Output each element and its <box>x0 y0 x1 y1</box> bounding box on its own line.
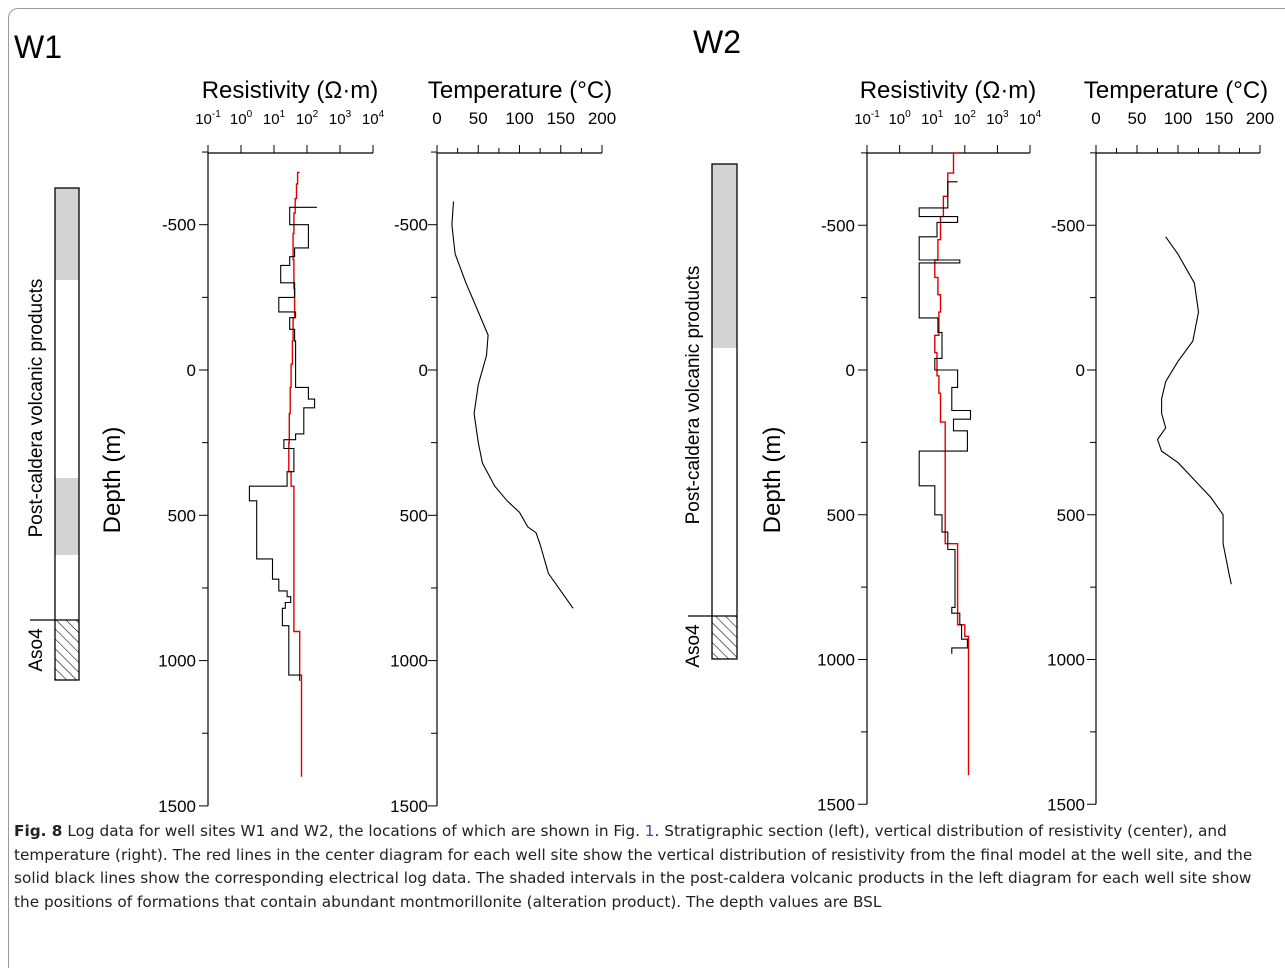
x-tick-label: 100 <box>230 109 253 128</box>
plot-title: Temperature (°C) <box>1084 77 1268 104</box>
x-tick-label: 103 <box>329 109 352 128</box>
shaded-interval <box>55 188 79 280</box>
y-tick-label: 500 <box>827 506 855 525</box>
y-tick-label: -500 <box>821 216 855 235</box>
well-panel-w2: W2 Post-caldera volcanic products Aso4 Dept… <box>683 24 1274 814</box>
y-tick-label: 1500 <box>390 797 428 816</box>
x-tick-label: 101 <box>921 109 944 128</box>
temperature-plot: Temperature (°C) 0 50 100 150 200 -500 0 500 1000… <box>1047 77 1274 814</box>
x-tick-label: 104 <box>362 109 385 128</box>
aso4-hatch <box>55 620 79 680</box>
x-tick-label: 100 <box>505 109 533 128</box>
x-tick-label: 100 <box>1164 109 1192 128</box>
aso4-hatch <box>712 616 737 659</box>
y-tick-label: -500 <box>1051 216 1085 235</box>
figure-canvas: W1 Post-caldera volcanic products Aso4 Dept… <box>14 24 1274 816</box>
y-tick-label: 1500 <box>817 795 855 814</box>
y-tick-label: 1000 <box>817 651 855 670</box>
unit-label-aso4: Aso4 <box>26 628 47 672</box>
well-label: W2 <box>693 24 741 60</box>
x-tick-label: 200 <box>588 109 616 128</box>
plot-title: Resistivity (Ω·m) <box>202 77 379 104</box>
resistivity-plot: Resistivity (Ω·m) 10-1 100 101 102 103 104 -500… <box>158 77 384 816</box>
x-tick-label: 101 <box>263 109 286 128</box>
x-tick-label: 50 <box>469 109 488 128</box>
y-tick-label: 1000 <box>158 652 196 671</box>
unit-label-aso4: Aso4 <box>683 624 704 668</box>
y-tick-label: 500 <box>168 506 196 525</box>
plot-title: Resistivity (Ω·m) <box>860 77 1037 104</box>
y-tick-label: 1000 <box>390 652 428 671</box>
y-tick-label: 0 <box>846 361 855 380</box>
y-tick-label: 0 <box>419 361 428 380</box>
shaded-interval <box>712 164 737 348</box>
y-tick-label: -500 <box>162 216 196 235</box>
y-tick-label: 0 <box>187 361 196 380</box>
stratigraphic-column: Post-caldera volcanic products Aso4 <box>26 187 80 681</box>
x-tick-label: 104 <box>1019 109 1042 128</box>
unit-label-post-caldera: Post-caldera volcanic products <box>26 279 47 538</box>
log-resistivity-line <box>248 206 317 681</box>
caption-body: Log data for well sites W1 and W2, the l… <box>14 822 1252 911</box>
figure-frame <box>8 8 1285 968</box>
figure-caption: Fig. 8 Log data for well sites W1 and W2… <box>14 820 1259 914</box>
x-tick-label: 0 <box>432 109 441 128</box>
column-outline <box>711 163 738 660</box>
unit-label-post-caldera: Post-caldera volcanic products <box>683 266 704 525</box>
log-resistivity-line <box>918 181 972 654</box>
x-tick-label: 103 <box>986 109 1009 128</box>
x-tick-label: 200 <box>1246 109 1274 128</box>
y-tick-label: -500 <box>394 216 428 235</box>
y-tick-label: 1500 <box>158 797 196 816</box>
x-tick-label: 100 <box>888 109 911 128</box>
caption-text: . Stratigraphic section (left), vertical… <box>14 822 1253 911</box>
x-tick-label: 102 <box>954 109 977 128</box>
y-tick-label: 0 <box>1076 361 1085 380</box>
model-resistivity-line <box>934 152 970 776</box>
temperature-line <box>451 201 574 609</box>
caption-figure-ref[interactable]: 1 <box>644 822 655 840</box>
temperature-line <box>1156 236 1232 585</box>
shaded-interval <box>55 478 79 555</box>
x-tick-label: 10-1 <box>195 109 221 128</box>
y-tick-label: 1500 <box>1047 795 1085 814</box>
stratigraphic-column: Post-caldera volcanic products Aso4 <box>683 163 738 668</box>
temperature-plot: Temperature (°C) 0 50 100 150 200 -500 0 500 1000… <box>390 77 616 816</box>
column-outline <box>54 187 80 681</box>
x-tick-label: 150 <box>1205 109 1233 128</box>
y-axis-label: Depth (m) <box>99 427 126 534</box>
resistivity-plot: Resistivity (Ω·m) 10-1 100 101 102 103 104 -500… <box>817 77 1041 814</box>
x-tick-label: 0 <box>1091 109 1100 128</box>
y-tick-label: 500 <box>400 506 428 525</box>
well-label: W1 <box>14 29 62 65</box>
x-tick-label: 150 <box>547 109 575 128</box>
caption-label: Fig. 8 <box>14 822 63 840</box>
x-tick-label: 50 <box>1128 109 1147 128</box>
plot-title: Temperature (°C) <box>428 77 612 104</box>
x-tick-label: 10-1 <box>854 109 880 128</box>
y-tick-label: 1000 <box>1047 651 1085 670</box>
well-panel-w1: W1 Post-caldera volcanic products Aso4 Dept… <box>14 29 616 816</box>
caption-text: Log data for well sites W1 and W2, the l… <box>67 822 645 840</box>
x-tick-label: 102 <box>296 109 319 128</box>
model-resistivity-line <box>288 171 303 777</box>
y-tick-label: 500 <box>1057 506 1085 525</box>
y-axis-label: Depth (m) <box>759 427 786 534</box>
